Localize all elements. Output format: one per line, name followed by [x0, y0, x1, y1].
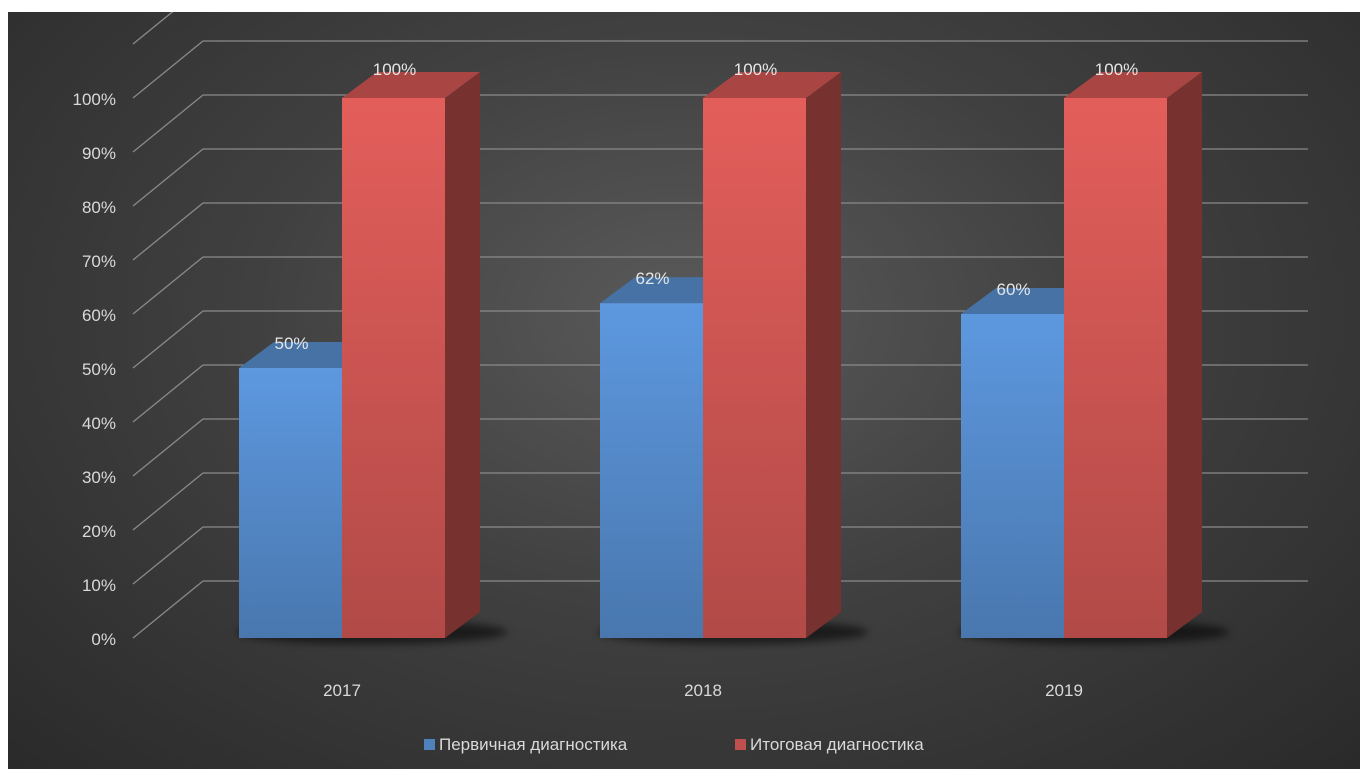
legend: Первичная диагностика Итоговая диагностик… — [424, 735, 924, 754]
data-label: 60% — [996, 280, 1030, 299]
x-axis-category-labels: 2017 2018 2019 — [323, 681, 1083, 700]
bar-front — [600, 303, 703, 638]
bar-итоговая-2019 — [1064, 72, 1202, 638]
bar-top — [1064, 72, 1202, 98]
bar-side — [1167, 72, 1202, 638]
bar-side — [806, 72, 841, 638]
bar-top — [342, 72, 480, 98]
x-tick-label: 2019 — [1045, 681, 1083, 700]
gridline-diagonal — [132, 94, 204, 153]
gridline-diagonal — [132, 526, 204, 585]
gridline-diagonal — [132, 418, 204, 477]
bar-итоговая-2018 — [703, 72, 841, 638]
data-label: 100% — [1095, 60, 1138, 79]
data-label: 50% — [274, 334, 308, 353]
gridline-diagonal — [132, 364, 204, 423]
bar-front — [239, 368, 342, 638]
bar-front — [342, 98, 445, 638]
gridline-diagonal — [132, 12, 174, 45]
y-axis-tick-labels: 0% 10% 20% 30% 40% 50% 60% 70% 80% 90% 100% — [73, 90, 116, 649]
y-tick-label: 40% — [82, 414, 116, 433]
gridline-diagonal — [132, 256, 204, 315]
y-tick-label: 100% — [73, 90, 116, 109]
data-label: 62% — [635, 269, 669, 288]
x-tick-label: 2018 — [684, 681, 722, 700]
gridline-diagonal — [132, 580, 204, 639]
y-tick-label: 80% — [82, 198, 116, 217]
legend-label: Итоговая диагностика — [750, 735, 924, 754]
bar-front — [703, 98, 806, 638]
bar-итоговая-2017 — [342, 72, 480, 638]
data-labels: 50% 100% 62% 100% 60% 100% — [274, 60, 1138, 353]
gridline-diagonal — [132, 310, 204, 369]
legend-label: Первичная диагностика — [439, 735, 628, 754]
data-label: 100% — [734, 60, 777, 79]
gridline-diagonal — [132, 472, 204, 531]
bar-top — [703, 72, 841, 98]
bar-side — [445, 72, 480, 638]
data-label: 100% — [373, 60, 416, 79]
gridline-diagonal — [132, 40, 204, 99]
y-tick-label: 70% — [82, 252, 116, 271]
y-tick-label: 30% — [82, 468, 116, 487]
bars — [239, 72, 1202, 638]
bar-front — [1064, 98, 1167, 638]
y-tick-label: 10% — [82, 576, 116, 595]
x-tick-label: 2017 — [323, 681, 361, 700]
chart-area: 0% 10% 20% 30% 40% 50% 60% 70% 80% 90% 100% 50% 100… — [8, 12, 1360, 769]
chart-svg: 0% 10% 20% 30% 40% 50% 60% 70% 80% 90% 100% 50% 100… — [73, 12, 1308, 754]
gridline-diagonal — [132, 148, 204, 207]
y-tick-label: 0% — [91, 630, 116, 649]
legend-swatch — [735, 739, 746, 750]
y-tick-label: 20% — [82, 522, 116, 541]
bar-front — [961, 314, 1064, 638]
legend-swatch — [424, 739, 435, 750]
y-tick-label: 50% — [82, 360, 116, 379]
y-tick-label: 60% — [82, 306, 116, 325]
y-tick-label: 90% — [82, 144, 116, 163]
gridline-diagonal — [132, 202, 204, 261]
